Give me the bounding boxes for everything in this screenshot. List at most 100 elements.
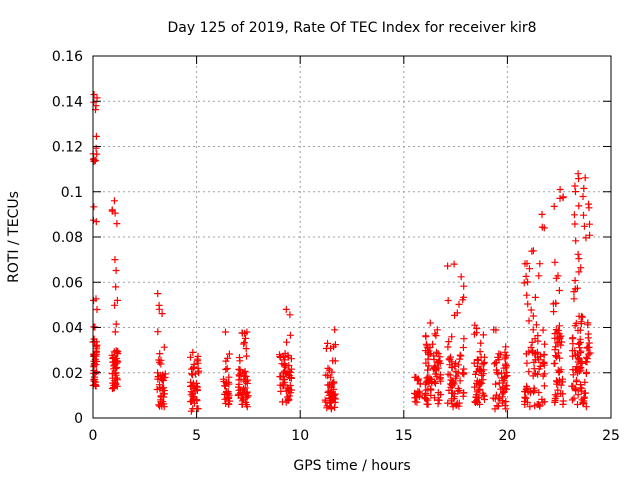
data-point: [531, 386, 539, 394]
grid-lines: [93, 56, 611, 418]
data-point: [571, 277, 579, 284]
data-point: [579, 313, 586, 321]
data-point: [223, 365, 231, 372]
data-point: [156, 381, 163, 389]
data-point: [276, 351, 283, 359]
data-point: [555, 322, 563, 330]
data-point: [568, 396, 576, 404]
data-point: [456, 351, 464, 359]
data-point: [329, 357, 337, 365]
x-tick-label: 15: [395, 428, 413, 444]
data-point: [323, 402, 331, 410]
data-point: [279, 382, 287, 390]
data-point: [327, 393, 335, 401]
data-point: [93, 94, 101, 102]
data-point: [569, 366, 577, 374]
data-point: [553, 392, 561, 400]
x-axis-label: GPS time / hours: [293, 458, 410, 474]
data-point: [431, 394, 438, 402]
data-point: [114, 347, 122, 355]
data-point: [580, 397, 588, 405]
data-point: [444, 262, 452, 270]
data-point: [537, 352, 545, 360]
data-point: [575, 255, 583, 263]
data-point: [330, 385, 338, 393]
data-point: [90, 323, 98, 331]
data-point: [457, 273, 465, 281]
data-point: [411, 398, 419, 406]
data-point: [111, 256, 119, 264]
axis-ticks: [92, 55, 612, 419]
data-point: [444, 399, 452, 407]
y-tick-label: 0.12: [52, 140, 83, 156]
data-point: [568, 335, 576, 343]
data-point: [539, 398, 547, 406]
data-point: [503, 351, 510, 359]
data-point: [434, 400, 442, 408]
data-point: [112, 283, 120, 291]
data-point: [195, 369, 203, 377]
x-tick-labels: 0 5 10 15 20 25: [89, 428, 620, 444]
data-point: [473, 377, 481, 385]
data-point: [434, 364, 442, 372]
data-point: [92, 343, 100, 351]
data-point: [550, 202, 558, 210]
data-point: [109, 384, 117, 392]
data-point: [433, 326, 441, 334]
data-point: [574, 401, 581, 408]
data-point: [456, 377, 464, 385]
data-point: [530, 365, 538, 373]
data-point: [536, 260, 544, 268]
data-point: [194, 357, 201, 365]
data-point: [189, 348, 197, 356]
data-point: [459, 296, 467, 304]
data-point: [572, 237, 580, 245]
data-point: [157, 393, 165, 401]
data-point: [529, 247, 537, 255]
data-point: [534, 370, 542, 378]
x-tick-label: 20: [498, 428, 516, 444]
data-point: [480, 360, 488, 368]
data-point: [531, 293, 539, 301]
data-point: [447, 353, 454, 361]
data-point: [244, 392, 252, 400]
data-point: [575, 175, 583, 183]
data-point: [111, 301, 119, 309]
data-point: [583, 355, 591, 363]
point-cluster: [276, 305, 295, 406]
data-point: [581, 378, 589, 386]
data-point: [154, 328, 162, 336]
data-point: [574, 250, 582, 258]
y-tick-label: 0.16: [52, 49, 83, 65]
data-point: [475, 365, 483, 373]
data-point: [450, 390, 458, 398]
data-point: [243, 352, 250, 360]
data-point: [580, 184, 588, 192]
data-point: [193, 379, 200, 387]
data-point: [436, 353, 444, 361]
data-point: [432, 332, 440, 340]
data-point: [575, 202, 583, 210]
data-point: [225, 380, 233, 388]
data-point: [551, 391, 559, 399]
point-cluster: [421, 319, 445, 408]
data-point: [221, 395, 229, 403]
data-point: [582, 403, 590, 411]
data-point: [538, 210, 546, 218]
data-point: [222, 357, 230, 365]
data-point: [283, 338, 291, 346]
data-point: [113, 220, 121, 228]
data-point: [112, 369, 120, 377]
data-point: [559, 390, 567, 398]
data-point: [459, 344, 467, 351]
data-point: [503, 362, 510, 370]
data-point: [331, 403, 339, 411]
data-point: [539, 326, 547, 334]
data-point: [481, 396, 488, 403]
data-point: [495, 350, 503, 358]
data-point: [234, 391, 242, 399]
data-point: [426, 344, 434, 351]
data-point: [571, 285, 579, 293]
data-point: [473, 325, 481, 332]
